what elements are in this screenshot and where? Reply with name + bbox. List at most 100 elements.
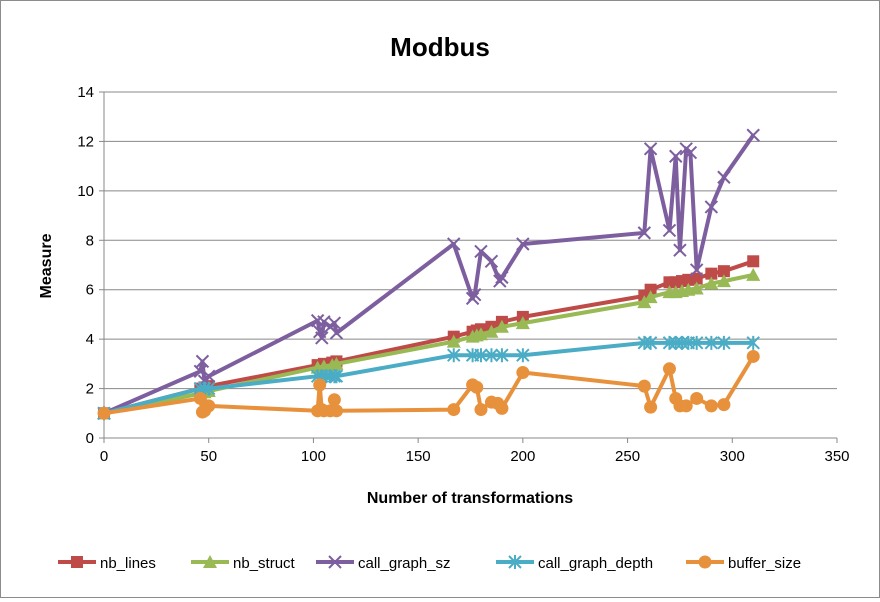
data-point-buffer_size (470, 380, 484, 394)
data-point-buffer_size (313, 378, 327, 392)
data-point-nb_struct (446, 334, 461, 348)
data-point-buffer_size (193, 391, 207, 405)
data-point-call_graph_sz (669, 149, 683, 163)
data-point-call_graph_sz (493, 274, 507, 288)
data-point-buffer_size (327, 393, 341, 407)
y-tick-label: 14 (77, 84, 94, 101)
y-tick-label: 2 (86, 381, 94, 398)
data-point-call_graph_sz (689, 263, 704, 277)
data-point-buffer_size (97, 406, 111, 420)
legend-label-call_graph_depth: call_graph_depth (538, 555, 653, 572)
data-point-buffer_size (637, 379, 651, 393)
y-tick-label: 4 (86, 331, 94, 348)
data-point-buffer_size (746, 349, 760, 363)
legend-label-buffer_size: buffer_size (728, 555, 801, 572)
data-point-nb_struct (689, 281, 704, 295)
data-point-call_graph_depth (746, 335, 760, 350)
data-point-nb_struct (716, 274, 731, 288)
data-point-buffer_size (717, 398, 731, 412)
data-point-call_graph_sz (195, 354, 210, 369)
legend-label-call_graph_sz: call_graph_sz (358, 555, 451, 572)
data-point-call_graph_depth (637, 335, 652, 350)
data-point-call_graph_depth (484, 348, 499, 363)
data-point-call_graph_depth (447, 348, 461, 363)
legend-item-call_graph_depth: call_graph_depth (496, 555, 653, 572)
data-point-call_graph_sz (474, 244, 488, 259)
x-tick-label: 150 (406, 448, 431, 465)
data-point-buffer_size (495, 401, 509, 415)
data-point-nb_lines (705, 267, 718, 280)
x-tick-label: 50 (200, 448, 217, 465)
x-axis-title: Number of transformations (367, 490, 573, 507)
data-point-call_graph_sz (484, 254, 499, 269)
data-point-buffer_size (644, 400, 658, 414)
data-point-nb_lines (717, 265, 730, 278)
data-point-buffer_size (690, 391, 704, 405)
data-point-call_graph_sz (465, 291, 480, 306)
plot-area (97, 128, 761, 421)
data-point-buffer_size (202, 399, 216, 413)
data-point-nb_struct (473, 327, 488, 341)
x-tick-label: 200 (510, 448, 535, 465)
legend-label-nb_struct: nb_struct (233, 555, 296, 572)
y-tick-label: 6 (86, 282, 94, 299)
data-point-call_graph_sz (643, 142, 658, 156)
data-point-call_graph_sz (746, 128, 760, 142)
legend-marker-buffer_size (698, 555, 712, 569)
legend-marker-nb_lines (71, 556, 83, 568)
data-point-nb_struct (637, 295, 652, 309)
data-point-nb_lines (690, 272, 703, 285)
data-point-nb_struct (643, 290, 658, 304)
data-point-call_graph_depth (643, 335, 658, 350)
legend-item-nb_struct: nb_struct (191, 555, 296, 572)
data-point-call_graph_sz (516, 237, 530, 251)
data-point-call_graph_depth (689, 335, 704, 350)
legend-item-buffer_size: buffer_size (686, 555, 801, 572)
data-point-nb_lines (644, 283, 657, 296)
y-tick-label: 12 (77, 133, 94, 150)
data-point-nb_struct (515, 316, 530, 330)
data-point-call_graph_sz (704, 200, 719, 214)
data-point-nb_struct (746, 267, 761, 281)
legend: nb_lines nb_struct call_graph_sz call_graph… (58, 555, 801, 572)
data-point-call_graph_depth (669, 335, 683, 350)
data-point-nb_struct (494, 319, 509, 333)
data-point-buffer_size (474, 403, 488, 417)
data-point-call_graph_depth (662, 335, 677, 350)
data-point-call_graph_sz (683, 145, 698, 160)
data-point-call_graph_sz (495, 270, 509, 285)
legend-marker-nb_struct (203, 555, 217, 568)
series-call_graph_sz (97, 128, 760, 420)
data-point-call_graph_depth (474, 348, 488, 363)
data-point-nb_lines (747, 255, 760, 268)
x-tick-label: 300 (720, 448, 745, 465)
data-point-call_graph_depth (516, 348, 530, 363)
series-call_graph_depth (97, 335, 760, 421)
legend-item-nb_lines: nb_lines (58, 555, 156, 572)
chart-title: Modbus (390, 32, 490, 62)
data-point-call_graph_sz (717, 170, 731, 184)
data-point-buffer_size (704, 399, 718, 413)
data-point-nb_struct (704, 276, 719, 290)
data-point-call_graph_sz (637, 226, 652, 240)
data-point-call_graph_depth (717, 335, 731, 350)
data-point-call_graph_depth (675, 335, 689, 350)
data-point-call_graph_depth (202, 381, 216, 396)
data-point-call_graph_sz (315, 331, 329, 345)
y-tick-label: 10 (77, 183, 94, 200)
x-tick-label: 250 (615, 448, 640, 465)
data-point-call_graph_depth (329, 369, 344, 384)
data-point-call_graph_sz (673, 243, 687, 257)
data-point-call_graph_depth (327, 369, 342, 384)
axes (99, 91, 838, 443)
legend-marker-call_graph_depth (508, 555, 522, 569)
data-point-buffer_size (679, 399, 693, 413)
series-buffer_size (97, 349, 760, 420)
data-point-call_graph_sz (467, 287, 482, 302)
y-tick-label: 0 (86, 430, 94, 447)
tick-labels: 0 2 4 6 8 10 12 14 0 50 100 150 200 250 300 350 (77, 84, 849, 465)
legend-marker-call_graph_sz (328, 555, 342, 569)
data-point-buffer_size (447, 403, 461, 417)
y-tick-label: 8 (86, 232, 94, 249)
